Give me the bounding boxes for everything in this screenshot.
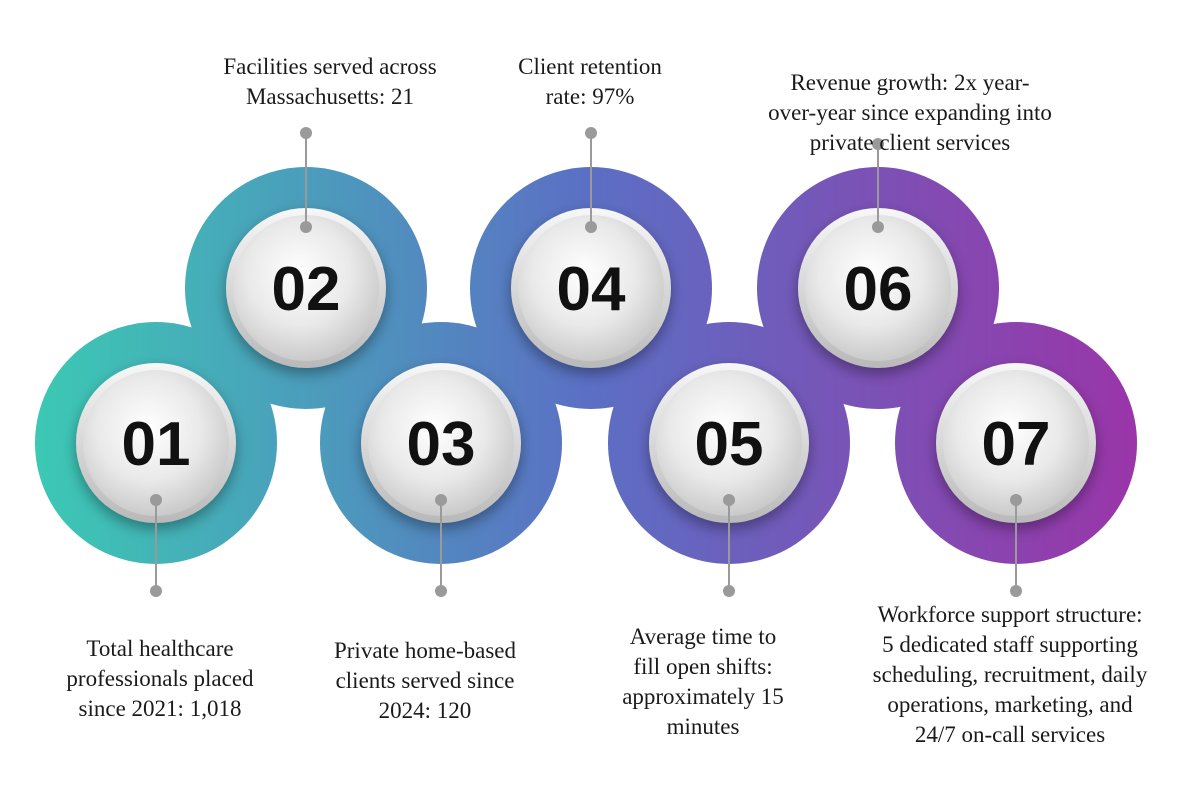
knob-04 [511,208,671,368]
step-number-03: 03 [407,410,476,479]
connector-05 [723,494,735,597]
step-number-05: 05 [695,410,764,479]
connector-dot [300,127,312,139]
knob-02 [226,208,386,368]
number-layer: 01 02 03 04 05 06 07 [122,255,1051,479]
connector-layer [150,127,1022,597]
knob-03 [361,363,521,523]
connector-04 [585,127,597,233]
caption-02: Facilities served across Massachusetts: … [223,54,437,109]
step-number-06: 06 [844,255,913,324]
caption-07: Workforce support structure: 5 dedicated… [872,602,1148,747]
knob-01 [76,363,236,523]
connector-dot [435,585,447,597]
knob-07 [936,363,1096,523]
connector-dot [1010,494,1022,506]
step-number-02: 02 [272,255,341,324]
caption-03: Private home-based clients served since … [333,638,517,723]
connector-dot [1010,585,1022,597]
connector-dot [585,127,597,139]
step-number-07: 07 [982,410,1051,479]
connector-06 [872,138,884,233]
connector-dot [150,585,162,597]
connector-dot [300,221,312,233]
connector-dot [150,494,162,506]
connector-dot [723,494,735,506]
connector-07 [1010,494,1022,597]
connector-01 [150,494,162,597]
caption-05: Average time to fill open shifts: approx… [622,624,784,739]
caption-01: Total healthcare professionals placed si… [66,636,254,721]
connector-dot [435,494,447,506]
step-number-04: 04 [557,255,626,324]
connector-dot [872,138,884,150]
step-number-01: 01 [122,410,191,479]
connector-03 [435,494,447,597]
connector-02 [300,127,312,233]
connector-dot [872,221,884,233]
caption-04: Client retention rate: 97% [518,54,662,109]
connector-dot [723,585,735,597]
knob-05 [649,363,809,523]
connector-dot [585,221,597,233]
knob-06 [798,208,958,368]
knob-layer [76,208,1096,523]
caption-06: Revenue growth: 2x year- over-year since… [768,70,1052,155]
